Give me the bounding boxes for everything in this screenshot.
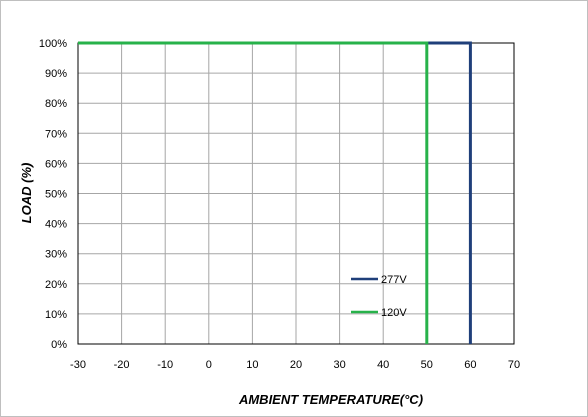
y-tick-label: 20%	[45, 279, 67, 291]
series-lines	[78, 41, 472, 344]
x-tick-label: -30	[70, 359, 86, 371]
y-axis-title: LOAD (%)	[19, 163, 34, 224]
x-tick-label: 40	[377, 359, 389, 371]
x-tick-label: 10	[246, 359, 258, 371]
x-tick-label: 70	[508, 359, 520, 371]
y-tick-label: 70%	[45, 128, 67, 140]
x-tick-label: 0	[206, 359, 212, 371]
grid	[78, 43, 514, 344]
legend: 277V 120V	[351, 274, 407, 319]
x-axis-title: AMBIENT TEMPERATURE(°C)	[238, 392, 423, 407]
x-tick-label: 20	[290, 359, 302, 371]
y-tick-label: 50%	[45, 189, 67, 201]
x-tick-label: -10	[157, 359, 173, 371]
x-tick-label: -20	[114, 359, 130, 371]
y-tick-label: 0%	[51, 339, 67, 351]
series-line-120V	[78, 41, 429, 344]
x-tick-labels: -30 -20 -10 0 10 20 30 40 50 60 70	[70, 359, 520, 371]
y-tick-label: 40%	[45, 219, 67, 231]
y-tick-label: 60%	[45, 158, 67, 170]
x-tick-label: 50	[421, 359, 433, 371]
y-tick-label: 30%	[45, 249, 67, 261]
y-tick-label: 10%	[45, 309, 67, 321]
x-tick-label: 60	[464, 359, 476, 371]
x-tick-label: 30	[333, 359, 345, 371]
y-tick-label: 90%	[45, 68, 67, 80]
legend-label-120V: 120V	[381, 307, 407, 319]
y-tick-labels: 0% 10% 20% 30% 40% 50% 60% 70% 80% 90% 100%	[39, 38, 67, 351]
y-tick-label: 80%	[45, 98, 67, 110]
y-tick-label: 100%	[39, 38, 67, 50]
legend-label-277V: 277V	[381, 274, 407, 286]
